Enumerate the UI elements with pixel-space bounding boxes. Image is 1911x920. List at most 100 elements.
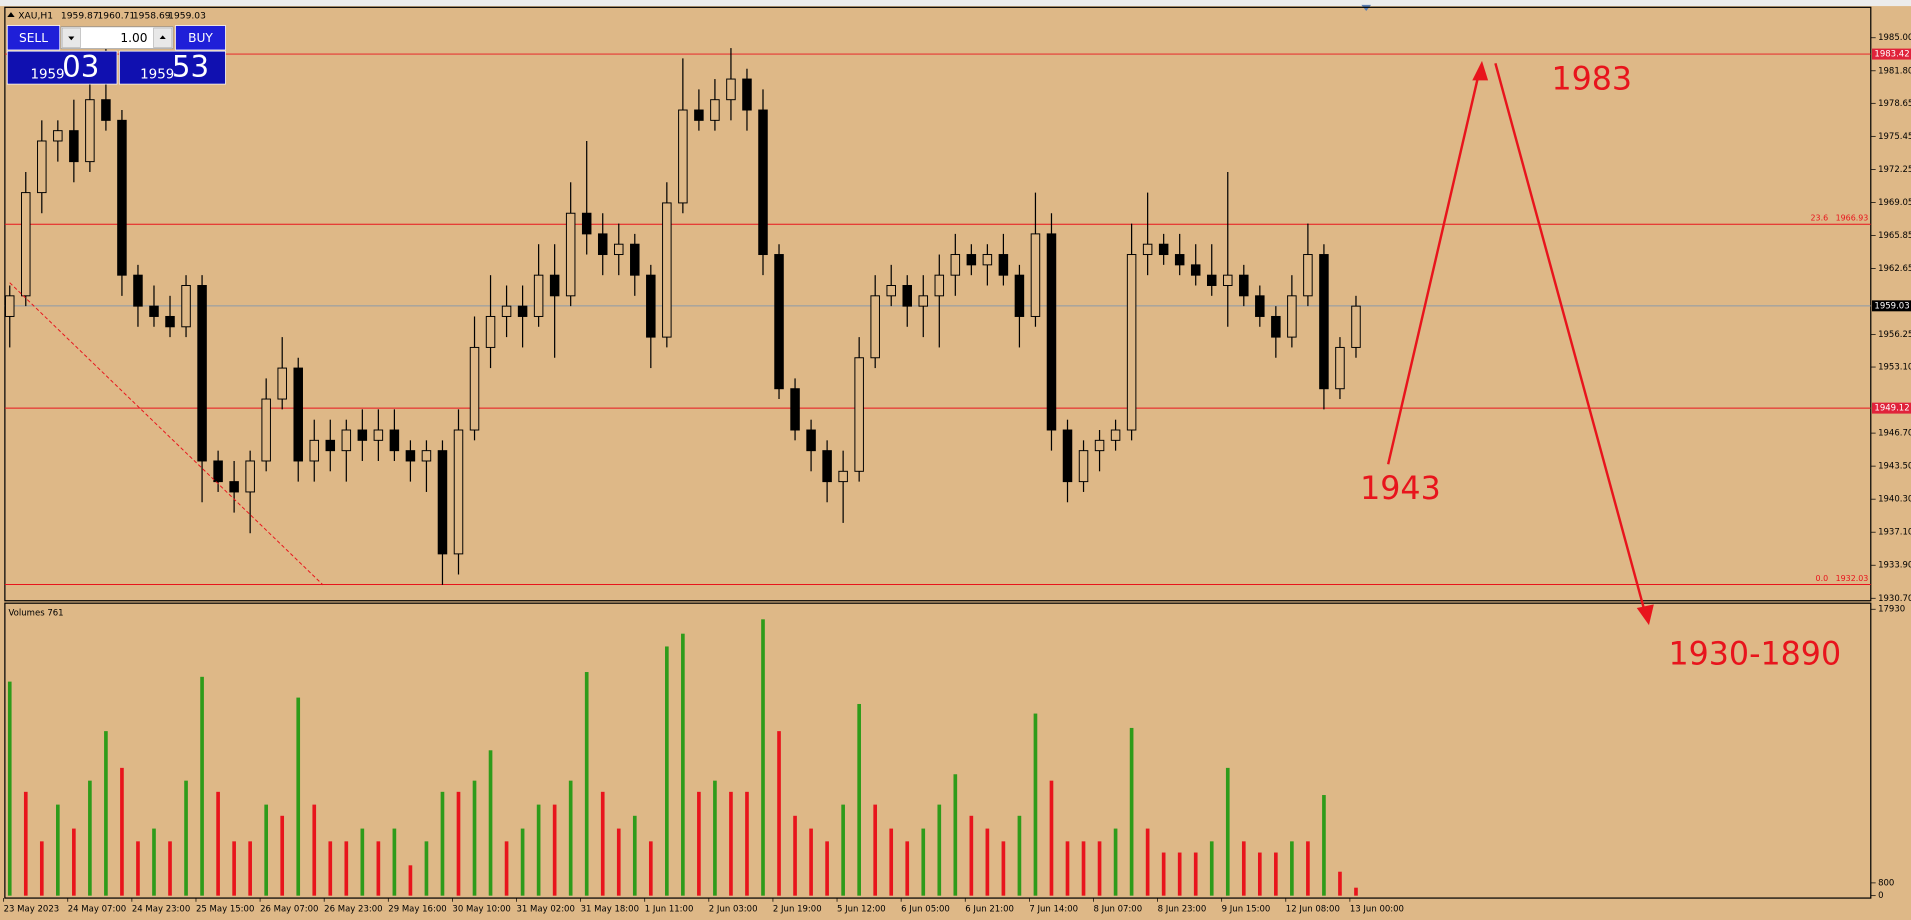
candle-body [597,233,608,256]
annotation: 1930-1890 [1668,637,1841,673]
x-tick-label: 31 May 02:00 [517,905,575,915]
volume-bar [745,791,749,896]
fib-price: 1932.03 [1836,574,1869,583]
candle-body [565,212,576,297]
ask-box[interactable] [119,50,226,85]
arrow-up [1386,75,1480,465]
y-tick-label: 0 [1878,891,1883,901]
close: 1959.03 [168,11,206,21]
candle-body [630,243,640,276]
volume-bar [841,804,845,896]
volume-title: Volumes 761 [9,608,64,618]
volume-bar [376,841,381,896]
volume-bar [1274,852,1278,896]
volume-bar [1306,841,1310,896]
candle-body [341,429,352,452]
candle-body [21,192,31,297]
candle-body [950,254,961,276]
collapse-icon[interactable] [7,12,15,18]
volume-bar [905,841,910,896]
volume-bar [825,841,829,896]
candle-body [1014,274,1025,317]
candle-body [1174,254,1185,266]
candle-body [614,243,624,256]
x-tick-label: 24 May 07:00 [68,905,126,915]
sell-button[interactable] [6,25,61,51]
y-tick-label: 1965.85 [1878,231,1911,241]
fib-price: 1966.93 [1836,214,1869,223]
y-tick-label: 1985.00 [1878,33,1911,43]
candle-body [261,398,271,462]
x-tick-label: 23 May 2023 [4,905,60,915]
bid-big: 1959 [30,67,64,82]
candle-body [1206,274,1217,286]
x-tick-label: 29 May 16:00 [388,905,446,915]
trend-line [9,282,324,586]
volume-bar [1257,852,1262,896]
candle-body [533,274,544,317]
candle-body [678,109,688,204]
volume-bar [280,815,285,896]
price-box-label: 1983.42 [1874,50,1909,60]
x-tick-label: 2 Jun 03:00 [709,905,758,915]
lot-up-icon [159,35,166,39]
price-box [1872,48,1911,60]
volume-bar [1049,780,1054,896]
volume-bar [969,815,974,896]
open: 1959.87 [61,11,99,21]
volume-bar [729,791,733,896]
volume-bar [1290,841,1294,896]
candle-body [309,439,320,462]
candle-body [1271,315,1281,338]
volume-bar [1193,852,1198,896]
price-box [1872,402,1911,414]
candle-body [662,202,672,338]
buy-button[interactable] [175,25,226,51]
y-tick-label: 1962.65 [1878,264,1911,274]
candle-body [1351,305,1361,348]
volume-bar [809,828,813,896]
candle-body [325,439,336,452]
candle-body [117,119,127,276]
candle-body [165,315,175,328]
y-tick-label: 1953.10 [1878,363,1911,373]
y-tick-label: 1937.10 [1878,528,1911,538]
y-tick-label: 1978.65 [1878,99,1911,109]
candle-body [1335,346,1345,390]
candle-body [501,305,512,317]
lot-input[interactable] [60,26,174,50]
candle-body [1062,429,1073,483]
candle-body [886,285,896,297]
volume-bar [264,804,269,896]
candle-body [998,254,1009,276]
lot-down-icon [68,36,75,41]
volume-bar [1001,841,1006,896]
candle-body [1287,295,1297,338]
volume-bar [568,780,573,896]
candle-body [133,274,143,307]
x-tick-label: 6 Jun 05:00 [901,905,950,915]
candle-body [1094,439,1105,452]
candle-body [966,254,977,266]
volume-bar [23,791,28,896]
volume-bar [296,697,301,896]
volume-bar [72,828,76,896]
volume-bar [1338,871,1342,896]
volume-bar [1225,767,1230,896]
x-tick-label: 9 Jun 15:00 [1222,905,1271,915]
candle-body [758,109,768,256]
candle-body [4,295,15,317]
x-tick-label: 12 Jun 08:00 [1286,905,1340,915]
volume-bar [328,841,333,896]
volume-bar [1017,815,1022,896]
candle-body [982,254,993,266]
candle-body [1046,233,1057,431]
arrow-down [1494,63,1646,610]
candle-body [774,254,784,390]
x-tick-label: 30 May 10:00 [452,905,510,915]
candle-body [37,140,47,194]
annotation: 1943 [1360,471,1441,507]
y-tick-label: 800 [1878,878,1894,888]
volume-bar [184,780,188,896]
bid-box[interactable] [6,50,118,85]
